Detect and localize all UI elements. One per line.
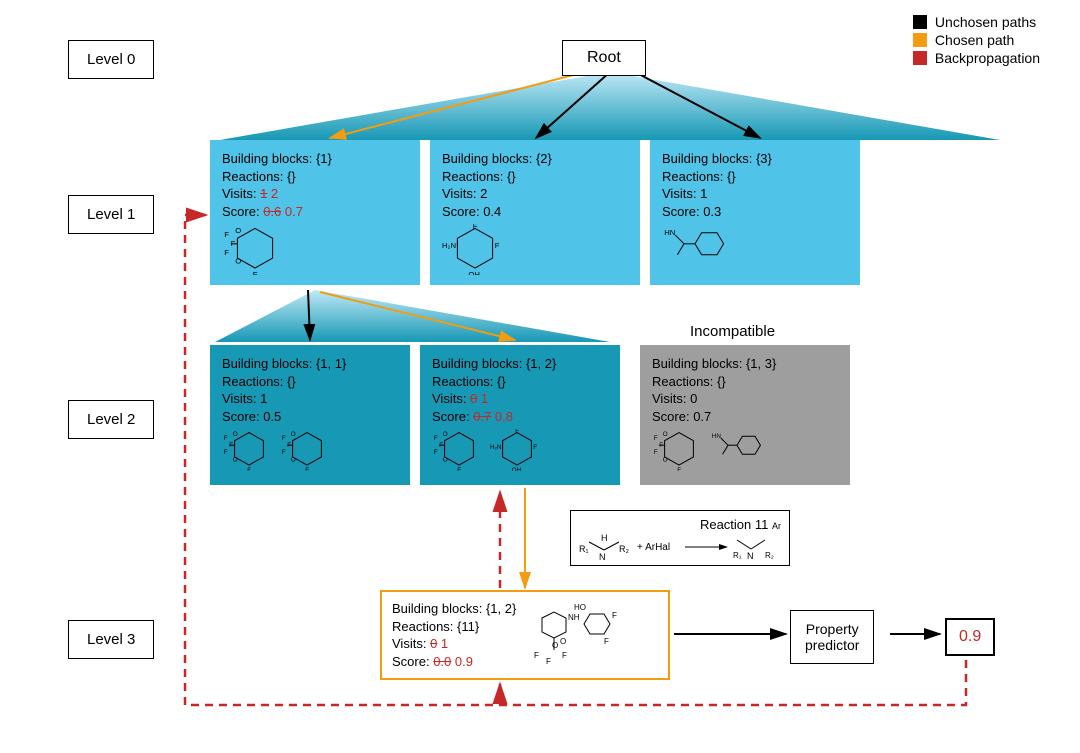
fanout-level0 xyxy=(220,72,1000,140)
svg-text:F: F xyxy=(253,270,258,275)
svg-text:O: O xyxy=(291,431,296,438)
fanout-level1 xyxy=(215,290,610,342)
level-label-3: Level 3 xyxy=(68,620,154,659)
svg-text:O: O xyxy=(663,431,668,438)
svg-text:H: H xyxy=(601,533,608,543)
svg-text:N: N xyxy=(747,551,754,561)
molecule-icon: F F F O O F xyxy=(280,429,334,470)
legend-swatch xyxy=(913,51,927,65)
root-node: Root xyxy=(562,40,646,76)
molecule-row: F F F O O FH₂N F F OH xyxy=(432,429,608,475)
node-l1-2: Building blocks: {3} Reactions: {} Visit… xyxy=(650,140,860,285)
svg-text:R₁: R₁ xyxy=(579,544,589,554)
svg-text:F: F xyxy=(495,241,500,250)
node-l2-1: Building blocks: {1, 2} Reactions: {} Vi… xyxy=(420,345,620,485)
molecule-icon: H₂N F F OH xyxy=(442,224,508,275)
svg-text:O: O xyxy=(233,457,238,464)
molecule-icon: F F F O O F xyxy=(222,429,276,470)
molecule-icon: F F F O O F xyxy=(222,224,288,275)
svg-text:R₁: R₁ xyxy=(733,551,742,560)
svg-text:O: O xyxy=(560,637,566,646)
svg-text:F: F xyxy=(562,651,567,660)
svg-text:F: F xyxy=(612,611,617,620)
svg-text:F: F xyxy=(677,467,681,470)
svg-text:F: F xyxy=(534,651,539,660)
svg-text:O: O xyxy=(443,457,448,464)
molecule-icon: HN xyxy=(710,429,764,470)
property-predictor-box: Property predictor xyxy=(790,610,874,664)
svg-text:F: F xyxy=(224,435,228,442)
svg-text:H₂N: H₂N xyxy=(442,241,456,250)
legend-swatch xyxy=(913,33,927,47)
legend-label: Chosen path xyxy=(935,32,1014,48)
svg-text:O: O xyxy=(235,257,241,266)
node-l1-0: Building blocks: {1} Reactions: {} Visit… xyxy=(210,140,420,285)
svg-text:F: F xyxy=(224,248,229,257)
svg-text:F: F xyxy=(305,467,309,470)
svg-text:HO: HO xyxy=(574,603,586,612)
node-l2-2-incompatible: Building blocks: {1, 3} Reactions: {} Vi… xyxy=(640,345,850,485)
svg-text:H₂N: H₂N xyxy=(490,444,502,451)
legend-item: Backpropagation xyxy=(913,50,1040,66)
svg-text:F: F xyxy=(654,449,658,456)
level-label-2: Level 2 xyxy=(68,400,154,439)
svg-text:F: F xyxy=(515,429,519,435)
final-score-box: 0.9 xyxy=(945,618,995,656)
svg-text:F: F xyxy=(224,230,229,239)
molecule-row: F F F O O F xyxy=(222,224,408,279)
svg-text:NH: NH xyxy=(568,613,580,622)
svg-text:O: O xyxy=(663,457,668,464)
svg-text:R₂: R₂ xyxy=(619,544,629,554)
reaction-scheme-icon: R₁ H N R₂ + ArHal N R₁ R₂ xyxy=(579,532,779,562)
molecule-icon: F F F O O F xyxy=(652,429,706,470)
svg-text:O: O xyxy=(443,431,448,438)
svg-text:F: F xyxy=(224,449,228,456)
svg-text:HN: HN xyxy=(712,433,722,440)
svg-text:F: F xyxy=(282,435,286,442)
svg-text:F: F xyxy=(434,435,438,442)
molecule-row: H₂N F F OH xyxy=(442,224,628,279)
legend-label: Unchosen paths xyxy=(935,14,1036,30)
svg-text:F: F xyxy=(604,637,609,646)
svg-text:OH: OH xyxy=(468,270,480,275)
svg-text:R₂: R₂ xyxy=(765,551,774,560)
svg-text:OH: OH xyxy=(512,467,522,470)
molecule-row: F F F O O F HN xyxy=(652,429,838,475)
svg-text:F: F xyxy=(457,467,461,470)
leaf-node: Building blocks: {1, 2} Reactions: {11} … xyxy=(380,590,670,680)
molecule-row: HN xyxy=(662,224,848,279)
legend: Unchosen paths Chosen path Backpropagati… xyxy=(913,14,1040,68)
molecule-icon: H₂N F F OH xyxy=(490,429,544,470)
svg-text:N: N xyxy=(599,552,606,562)
svg-text:F: F xyxy=(533,444,537,451)
level-label-1: Level 1 xyxy=(68,195,154,234)
svg-text:F: F xyxy=(654,435,658,442)
svg-text:HN: HN xyxy=(664,228,675,237)
legend-item: Chosen path xyxy=(913,32,1040,48)
svg-text:O: O xyxy=(233,431,238,438)
incompatible-label: Incompatible xyxy=(690,323,775,340)
svg-text:F: F xyxy=(473,224,478,230)
svg-text:O: O xyxy=(235,226,241,235)
svg-text:+ ArHal: + ArHal xyxy=(637,542,670,553)
reaction-box: Reaction 11 Ar R₁ H N R₂ + ArHal N R₁ R₂ xyxy=(570,510,790,566)
node-l2-0: Building blocks: {1, 1} Reactions: {} Vi… xyxy=(210,345,410,485)
molecule-icon: HN xyxy=(662,224,728,275)
svg-text:F: F xyxy=(434,449,438,456)
legend-item: Unchosen paths xyxy=(913,14,1040,30)
svg-text:O: O xyxy=(552,641,558,650)
molecule-icon: F F F O O F xyxy=(432,429,486,470)
product-molecule-icon: NH HO F F O F F F O xyxy=(524,600,634,670)
molecule-icon: NH HO F F O F F F O xyxy=(524,600,634,670)
level-label-0: Level 0 xyxy=(68,40,154,79)
svg-text:O: O xyxy=(291,457,296,464)
legend-swatch xyxy=(913,15,927,29)
svg-text:F: F xyxy=(247,467,251,470)
svg-text:F: F xyxy=(546,657,551,666)
node-l1-1: Building blocks: {2} Reactions: {} Visit… xyxy=(430,140,640,285)
legend-label: Backpropagation xyxy=(935,50,1040,66)
molecule-row: F F F O O FF F F O O F xyxy=(222,429,398,475)
svg-text:F: F xyxy=(282,449,286,456)
